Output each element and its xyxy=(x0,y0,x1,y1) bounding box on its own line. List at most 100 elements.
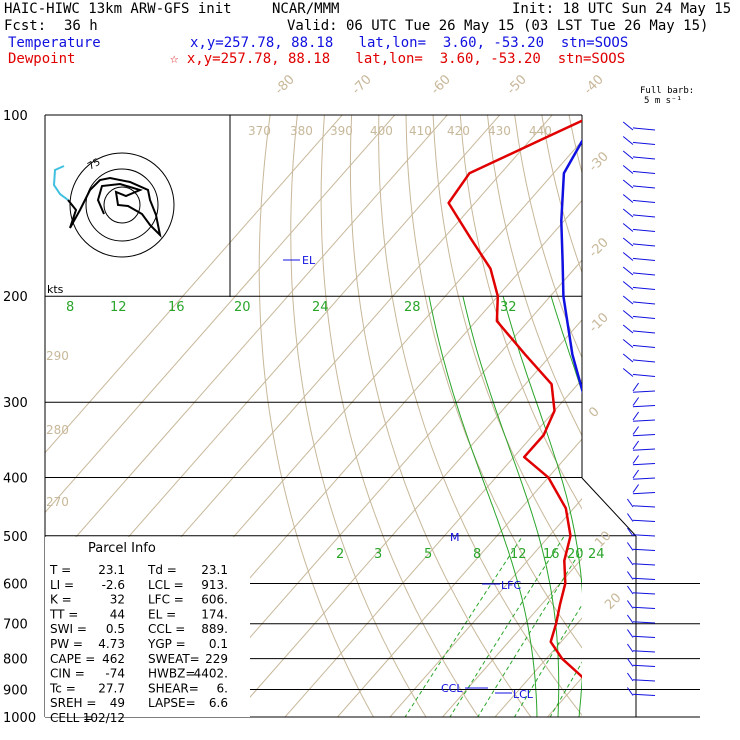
wind-barb xyxy=(632,492,656,495)
hodo-ring-label: kts xyxy=(47,283,64,296)
theta-label: 280 xyxy=(46,423,69,437)
parcel-row-value: 23.1 xyxy=(98,563,125,577)
parcel-row-key2: SHEAR= xyxy=(148,681,199,695)
dry-adiabat xyxy=(623,115,740,730)
pressure-label: 600 xyxy=(3,577,28,592)
fcst-label: Fcst: xyxy=(4,18,47,34)
dry-adiabat xyxy=(541,115,582,274)
wind-barb-flag xyxy=(632,411,640,421)
parcel-row-value2: 6.6 xyxy=(209,696,228,710)
wind-barb-flag xyxy=(632,426,640,435)
parcel-row-key: Tc = xyxy=(49,681,76,695)
wind-barb xyxy=(632,185,656,189)
theta-label: 440 xyxy=(529,124,552,138)
isotherm-label: -20 xyxy=(586,235,612,261)
wind-barb-flag xyxy=(622,368,634,377)
parcel-row-value: -74 xyxy=(105,667,125,681)
theta-label: 270 xyxy=(46,495,69,509)
model-title: HAIC-HIWC 13km ARW-GFS init xyxy=(4,1,232,17)
parcel-row-key: T = xyxy=(49,563,71,577)
isotherm-line xyxy=(45,115,396,514)
wind-barb xyxy=(632,243,656,247)
wind-barb-flag xyxy=(622,121,634,131)
wind-barb-flag xyxy=(622,165,634,174)
pressure-label: 700 xyxy=(3,618,28,633)
moist-adiabat xyxy=(684,296,740,717)
dewpoint-profile xyxy=(447,119,582,679)
parcel-info-box xyxy=(45,537,250,717)
init-time: Init: 18 UTC Sun 24 May 15 xyxy=(512,1,732,17)
dry-adiabat xyxy=(459,115,582,510)
wind-barb-flag xyxy=(622,324,634,334)
parcel-row-value: 4.73 xyxy=(98,637,125,651)
isotherm-line xyxy=(589,87,740,729)
parcel-row-key2: LFC = xyxy=(148,593,184,607)
hodo-ring xyxy=(85,168,159,242)
mixing-ratio-label: 12 xyxy=(510,547,527,562)
wind-barb xyxy=(632,592,656,595)
wind-barb xyxy=(632,463,656,466)
wind-barb xyxy=(632,477,656,480)
parcel-row-value2: 4402. xyxy=(194,667,228,681)
theta-label: 400 xyxy=(370,124,393,138)
mixing-ratio-label: 20 xyxy=(567,547,584,562)
mixing-ratio-label: 24 xyxy=(588,547,605,562)
parcel-row-key: CIN = xyxy=(50,667,85,681)
pressure-label: 300 xyxy=(3,396,28,411)
dewpoint-location: ☆ x,y=257.78, 88.18 lat,lon= 3.60, -53.2… xyxy=(170,51,626,67)
hodo-marker-label: 75 xyxy=(86,157,103,173)
dry-adiabat xyxy=(378,115,582,716)
wind-barb-flag xyxy=(622,150,634,160)
parcel-row-value: 27.7 xyxy=(98,681,125,695)
wind-barb-flag xyxy=(632,455,640,464)
wind-barb xyxy=(632,419,656,422)
wind-barb xyxy=(632,577,656,580)
parcel-row-key: CELL = xyxy=(50,711,93,725)
isotherm-label: -80 xyxy=(272,72,298,98)
wind-barb xyxy=(632,505,656,508)
parcel-row-key: CAPE = xyxy=(50,652,95,666)
parcel-row-key2: YGP = xyxy=(147,637,186,651)
wind-barb-flag xyxy=(622,353,634,363)
pressure-label: 500 xyxy=(3,530,28,545)
wind-barb-flag xyxy=(622,295,634,305)
wind-barb xyxy=(632,563,656,566)
barb-title: Full barb: xyxy=(640,86,695,96)
wind-barb xyxy=(632,664,656,667)
wind-barb-flag xyxy=(622,223,634,232)
wind-barb xyxy=(632,548,656,551)
wind-barb-flag xyxy=(622,266,634,276)
isotherm-line xyxy=(336,438,582,717)
isotherm-line xyxy=(494,617,582,717)
isotherm-label: 20 xyxy=(602,591,624,613)
mixing-ratio-label: 16 xyxy=(543,547,560,562)
parcel-row-key: SREH = xyxy=(50,696,96,710)
dry-adiabat xyxy=(258,115,375,717)
wind-barb-flag xyxy=(626,672,634,682)
wind-barb xyxy=(632,405,656,408)
wind-barb xyxy=(632,606,656,609)
wind-barb-flag xyxy=(626,643,634,653)
wind-barb xyxy=(632,693,656,696)
wind-barb-flag xyxy=(626,542,634,551)
dry-adiabat xyxy=(432,115,582,581)
dewpoint-legend: Dewpoint xyxy=(8,51,76,67)
parcel-row-key2: SWEAT= xyxy=(148,652,200,666)
parcel-row-value: 49 xyxy=(110,696,125,710)
isotherm-line xyxy=(179,259,582,717)
dry-adiabat xyxy=(651,115,740,730)
upper-label: 20 xyxy=(234,300,251,315)
wind-barb-flag xyxy=(622,339,634,348)
wind-barb-flag xyxy=(622,179,634,189)
parcel-row-key2: EL = xyxy=(148,607,176,621)
wind-barb xyxy=(632,390,656,393)
wind-barb-flag xyxy=(626,571,634,580)
wind-barb xyxy=(632,344,656,348)
pressure-label: 200 xyxy=(3,290,28,305)
theta-label: 420 xyxy=(447,124,470,138)
moist-adiabat xyxy=(462,296,560,717)
dry-adiabat xyxy=(349,115,532,717)
theta-label: 290 xyxy=(46,349,69,363)
upper-label: 32 xyxy=(500,300,517,315)
temperature-location: x,y=257.78, 88.18 lat,lon= 3.60, -53.20 … xyxy=(190,35,629,51)
